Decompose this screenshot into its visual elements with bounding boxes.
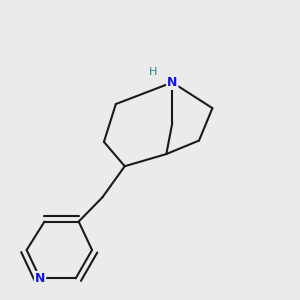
Text: H: H	[149, 67, 157, 76]
Text: N: N	[167, 76, 178, 89]
Text: N: N	[35, 272, 45, 285]
